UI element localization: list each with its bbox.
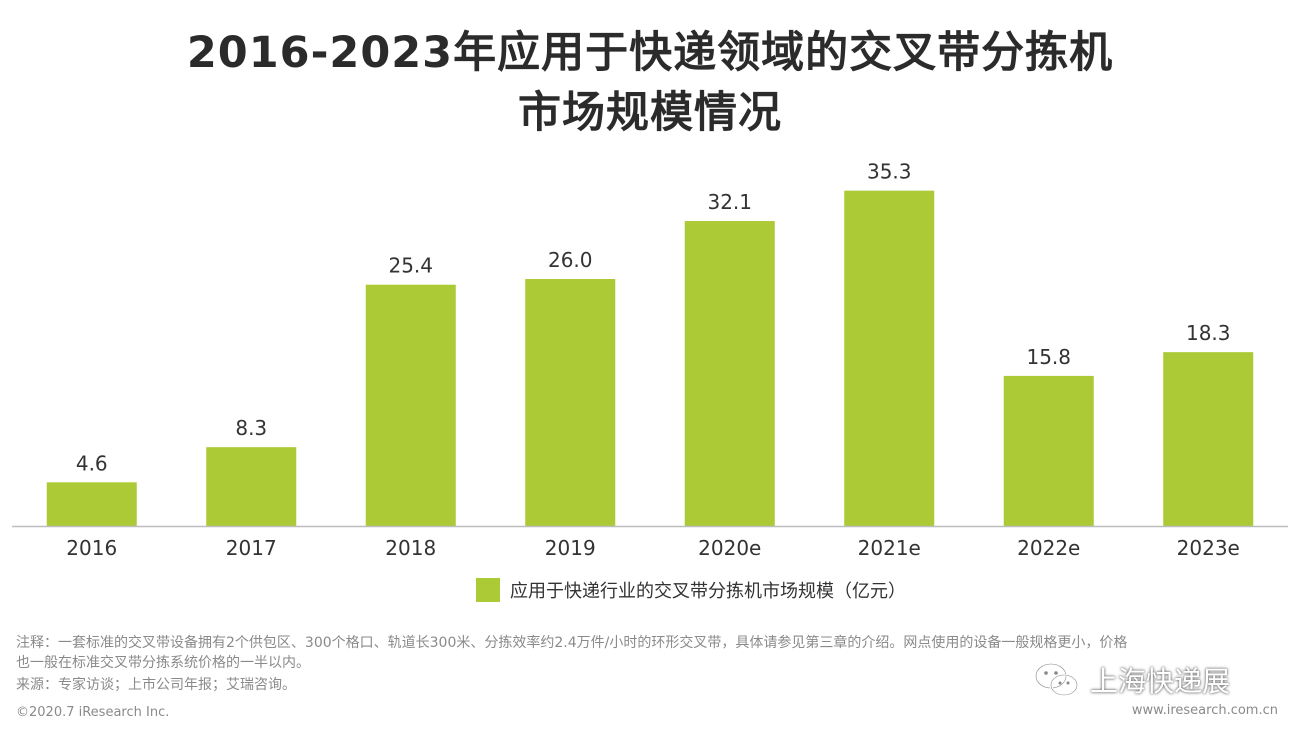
watermark-text: 上海快递展 — [1090, 665, 1231, 698]
website-text: www.iresearch.com.cn — [1131, 703, 1278, 718]
chart-title-line2: 市场规模情况 — [518, 88, 782, 138]
x-tick-label-2020e: 2020e — [698, 536, 761, 560]
x-tick-label-2017: 2017 — [226, 536, 277, 560]
x-tick-label-2016: 2016 — [66, 536, 117, 560]
data-label-2017: 8.3 — [235, 416, 267, 440]
x-tick-label-2022e: 2022e — [1017, 536, 1080, 560]
footnote-line1: 注释：一套标准的交叉带设备拥有2个供包区、300个格口、轨道长300米、分拣效率… — [16, 635, 1128, 651]
bar-2019 — [525, 279, 616, 526]
x-tick-label-2018: 2018 — [385, 536, 436, 560]
legend-swatch — [476, 578, 500, 602]
data-label-2021e: 35.3 — [867, 160, 912, 184]
bar-2018 — [365, 284, 456, 526]
bar-2021e — [844, 190, 935, 526]
chart-title-line1: 2016-2023年应用于快递领域的交叉带分拣机 — [186, 28, 1114, 78]
bar-2017 — [206, 447, 297, 526]
footnote-line2: 也一般在标准交叉带分拣系统价格的一半以内。 — [16, 655, 310, 671]
bar-2022e — [1003, 375, 1094, 526]
copyright-text: ©2020.7 iResearch Inc. — [16, 705, 170, 720]
data-label-2020e: 32.1 — [707, 190, 752, 214]
chart-legend: 应用于快递行业的交叉带分拣机市场规模（亿元） — [476, 577, 906, 603]
bar-2016 — [46, 482, 137, 526]
x-tick-label-2023e: 2023e — [1177, 536, 1240, 560]
data-label-2022e: 15.8 — [1026, 345, 1071, 369]
x-tick-label-2021e: 2021e — [858, 536, 921, 560]
source-note: 来源：专家访谈；上市公司年报；艾瑞咨询。 — [16, 677, 296, 693]
x-tick-label-2019: 2019 — [545, 536, 596, 560]
wechat-icon — [1034, 662, 1079, 697]
bar-chart: 4.6 2016 8.3 2017 25.4 2018 26.0 2019 32.1 2020e 3… — [12, 160, 1288, 560]
legend-label: 应用于快递行业的交叉带分拣机市场规模（亿元） — [510, 581, 906, 602]
watermark: 上海快递展 — [1032, 660, 1230, 700]
data-label-2019: 26.0 — [548, 248, 593, 272]
data-label-2018: 25.4 — [388, 254, 433, 278]
data-label-2016: 4.6 — [76, 451, 108, 475]
bar-2020e — [684, 221, 775, 527]
data-label-2023e: 18.3 — [1186, 321, 1231, 345]
bar-2023e — [1163, 352, 1254, 526]
